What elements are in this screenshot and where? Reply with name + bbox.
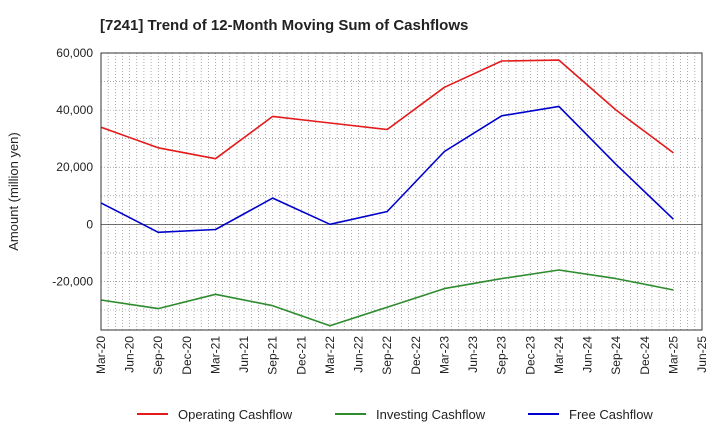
y-tick-label: 60,000 — [56, 46, 93, 60]
x-tick-label: Sep-23 — [495, 336, 509, 375]
legend-item: Investing Cashflow — [335, 407, 486, 422]
x-tick-label: Jun-23 — [466, 336, 480, 373]
x-tick-label: Jun-20 — [123, 336, 137, 373]
axes: -20,000 0 20,000 40,000 60,000 Mar-20 Jun-20 Se… — [52, 46, 709, 375]
y-tick-label: -20,000 — [52, 274, 93, 288]
legend-label: Operating Cashflow — [178, 407, 293, 422]
x-tick-label: Mar-21 — [208, 336, 222, 374]
series-lines — [100, 59, 674, 327]
x-tick-label: Sep-21 — [266, 336, 280, 375]
x-tick-label: Sep-20 — [151, 336, 165, 375]
series-line-investing-cashflow — [100, 269, 674, 327]
x-tick-label: Dec-21 — [294, 336, 308, 375]
x-tick-label: Dec-20 — [180, 336, 194, 375]
x-tick-label: Jun-21 — [237, 336, 251, 373]
legend-label: Free Cashflow — [569, 407, 653, 422]
plot-frame — [100, 52, 703, 331]
series-line-operating-cashflow — [100, 59, 674, 160]
x-tick-label: Dec-24 — [638, 336, 652, 375]
x-tick-label: Jun-22 — [352, 336, 366, 373]
legend-label: Investing Cashflow — [376, 407, 486, 422]
chart-title: [7241] Trend of 12-Month Moving Sum of C… — [100, 17, 468, 34]
x-tick-label: Dec-22 — [409, 336, 423, 375]
x-tick-label: Sep-24 — [609, 336, 623, 375]
x-tick-label: Sep-22 — [380, 336, 394, 375]
series-line-free-cashflow — [100, 105, 674, 234]
legend-item: Free Cashflow — [528, 407, 653, 422]
grid — [100, 52, 703, 330]
x-tick-label: Mar-20 — [94, 336, 108, 374]
x-tick-label: Jun-25 — [695, 336, 709, 373]
x-tick-label: Mar-25 — [666, 336, 680, 374]
y-tick-label: 40,000 — [56, 103, 93, 117]
y-tick-label: 0 — [86, 217, 93, 231]
x-tick-label: Dec-23 — [523, 336, 537, 375]
legend: Operating Cashflow Investing Cashflow Free… — [137, 407, 653, 422]
y-axis-label: Amount (million yen) — [6, 132, 21, 251]
x-tick-label: Mar-22 — [323, 336, 337, 374]
y-tick-label: 20,000 — [56, 160, 93, 174]
x-tick-label: Mar-23 — [437, 336, 451, 374]
x-tick-label: Mar-24 — [552, 336, 566, 374]
legend-item: Operating Cashflow — [137, 407, 293, 422]
x-tick-label: Jun-24 — [581, 336, 595, 373]
